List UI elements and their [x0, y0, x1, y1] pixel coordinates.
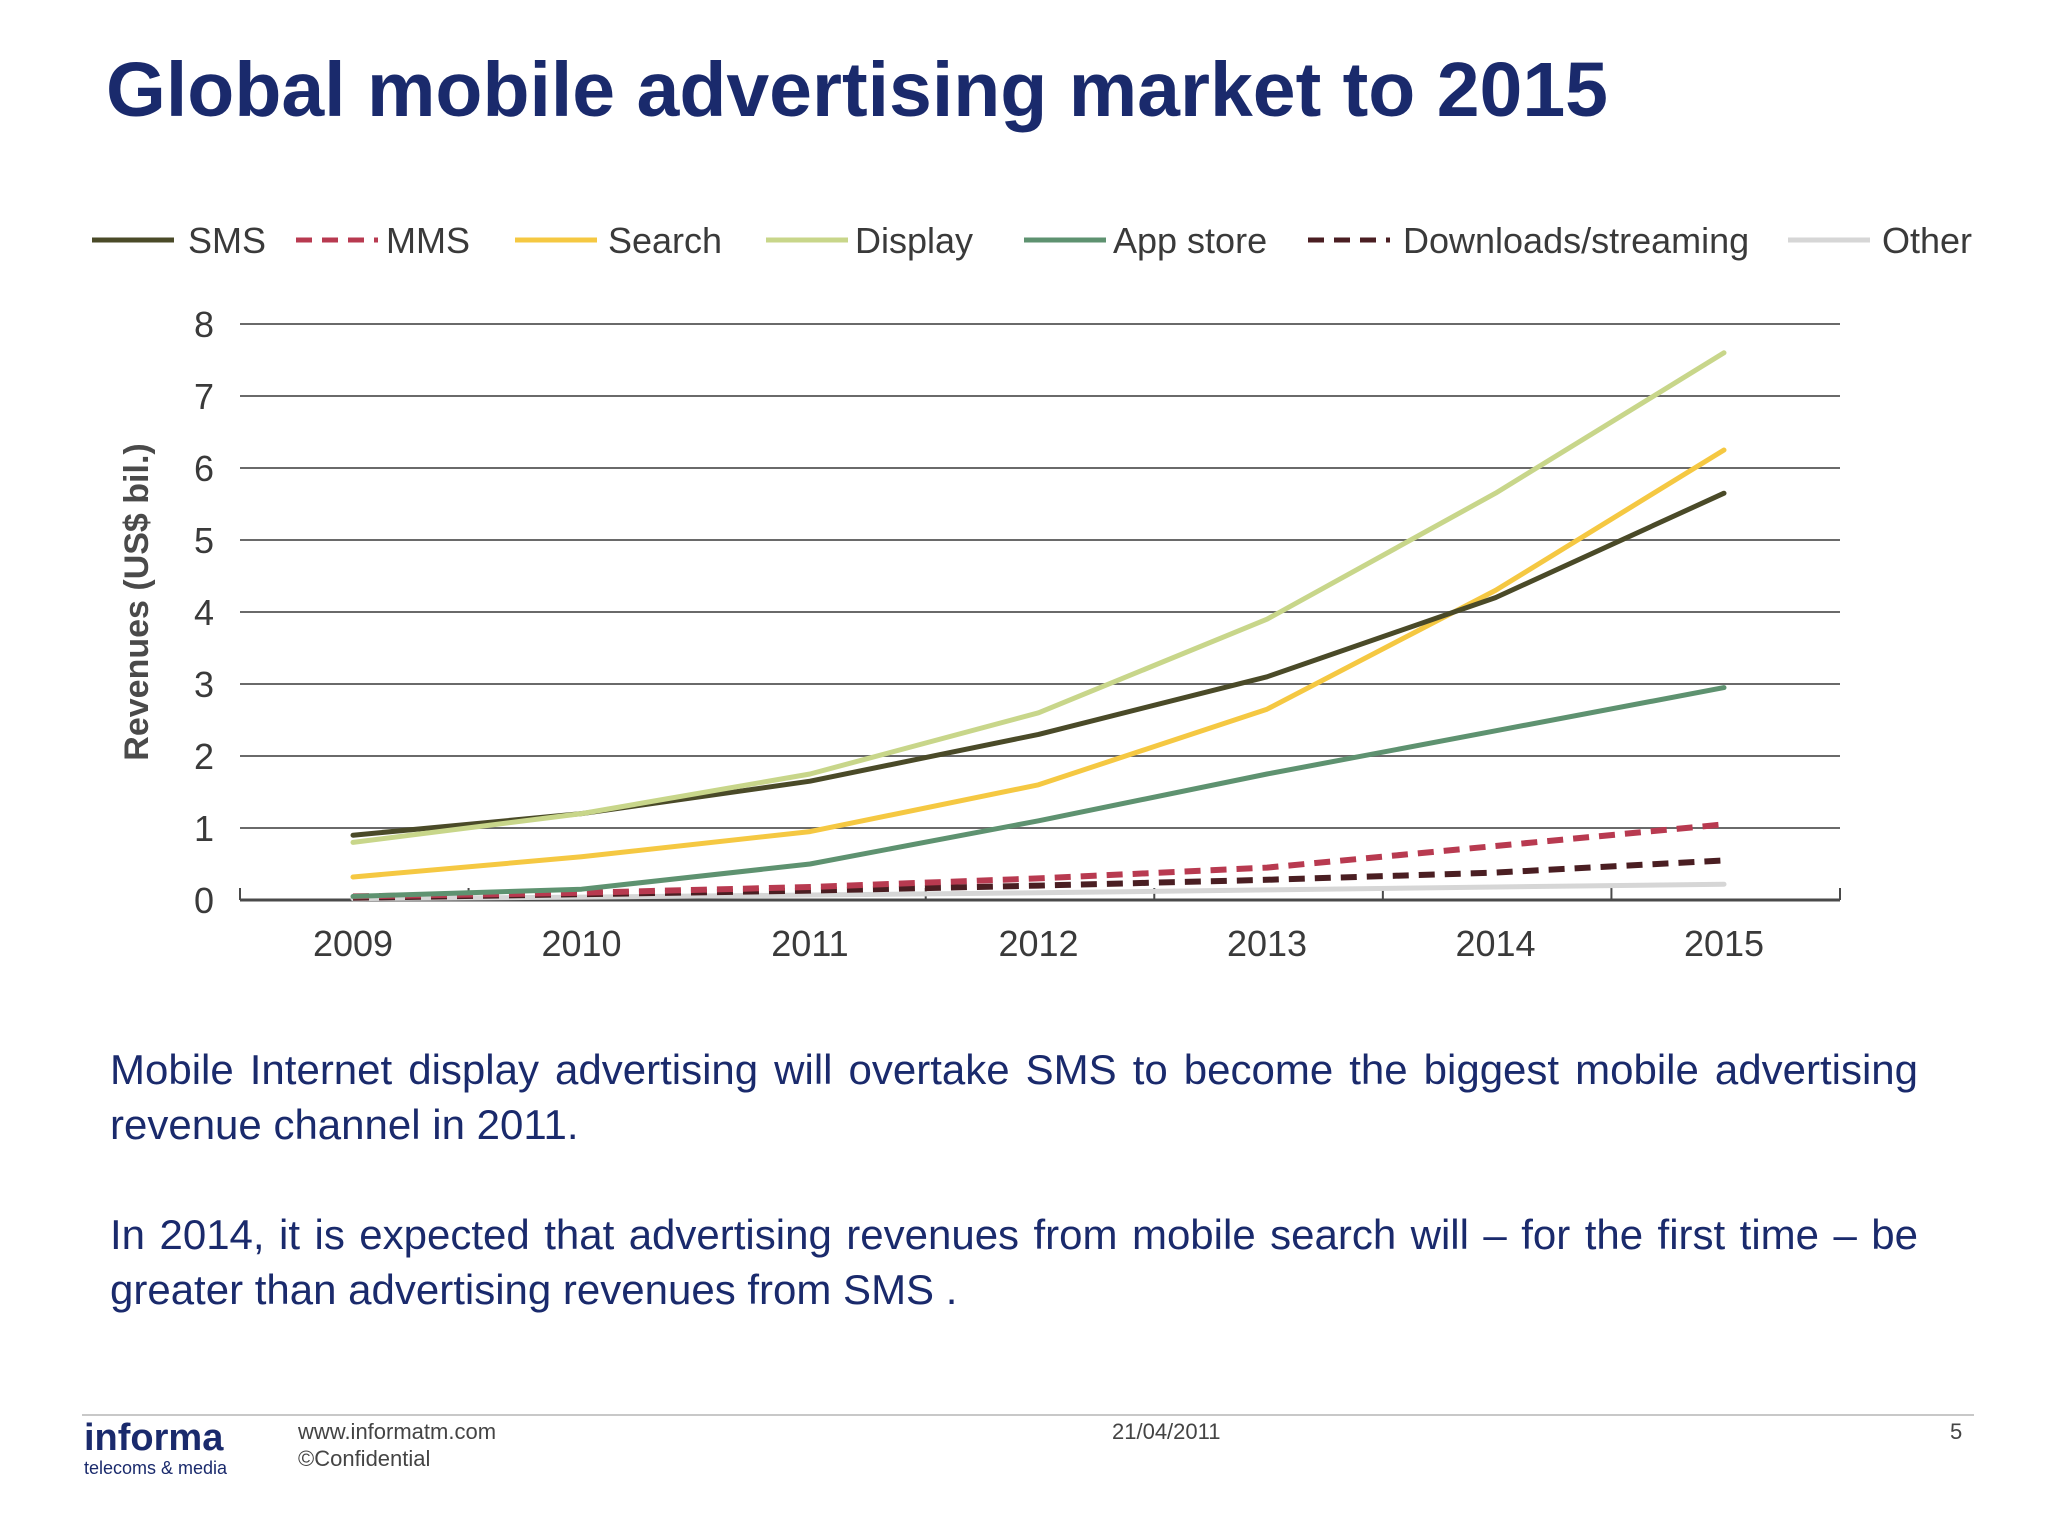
footer-confidential: ©Confidential	[298, 1446, 431, 1471]
summary-paragraph-search: In 2014, it is expected that advertising…	[110, 1211, 1918, 1313]
x-tick-label: 2013	[1227, 923, 1307, 964]
y-tick-label: 4	[194, 592, 214, 633]
company-logo: informa telecoms & media	[84, 1416, 227, 1478]
legend-label: Other	[1882, 220, 1972, 261]
series-line-app-store	[350, 685, 1727, 899]
series-line-downloads-streaming	[352, 857, 1725, 901]
chart-series	[350, 350, 1727, 902]
logo-wordmark: informa	[84, 1417, 224, 1459]
chart-gridlines	[240, 323, 1840, 829]
legend-label: App store	[1113, 220, 1267, 261]
x-tick-label: 2009	[313, 923, 393, 964]
series-line-display	[350, 350, 1727, 845]
x-tick-label: 2012	[998, 923, 1078, 964]
x-tick-label: 2015	[1684, 923, 1764, 964]
footer-divider	[82, 1414, 1974, 1416]
y-tick-label: 2	[194, 736, 214, 777]
y-tick-label: 3	[194, 664, 214, 705]
summary-paragraph-display: Mobile Internet display advertising will…	[110, 1046, 1918, 1148]
y-tick-label: 1	[194, 808, 214, 849]
x-tick-label: 2011	[771, 923, 848, 964]
legend-label: SMS	[188, 220, 266, 261]
series-line-search	[350, 447, 1727, 880]
page-number: 5	[1950, 1419, 1963, 1444]
legend-label: MMS	[386, 220, 470, 261]
series-line-other	[350, 881, 1727, 902]
y-axis-title: Revenues (US$ bil.)	[118, 443, 156, 760]
legend-label: Downloads/streaming	[1403, 220, 1749, 261]
y-tick-label: 8	[194, 304, 214, 345]
y-tick-label: 6	[194, 448, 214, 489]
legend-label: Search	[608, 220, 722, 261]
chart-labels: 0 1 2 3 4 5 6 7 8 2009 2010 2011 2012 2013 2014 2015 Rev…	[118, 304, 1764, 964]
revenue-line-chart: SMS MMS Search Display App store Downloads/st…	[92, 220, 1972, 964]
y-tick-label: 0	[194, 880, 214, 921]
y-tick-label: 7	[194, 376, 214, 417]
slide-title: Global mobile advertising market to 2015	[106, 47, 1608, 133]
logo-tagline: telecoms & media	[84, 1458, 228, 1478]
series-line-mms	[352, 821, 1725, 900]
x-tick-label: 2014	[1455, 923, 1535, 964]
legend-label: Display	[855, 220, 973, 261]
chart-legend: SMS MMS Search Display App store Downloads/st…	[92, 220, 1972, 261]
footer-url: www.informatm.com	[298, 1419, 497, 1444]
footer-date: 21/04/2011	[1112, 1419, 1221, 1444]
y-tick-label: 5	[194, 520, 214, 561]
x-tick-label: 2010	[541, 923, 621, 964]
